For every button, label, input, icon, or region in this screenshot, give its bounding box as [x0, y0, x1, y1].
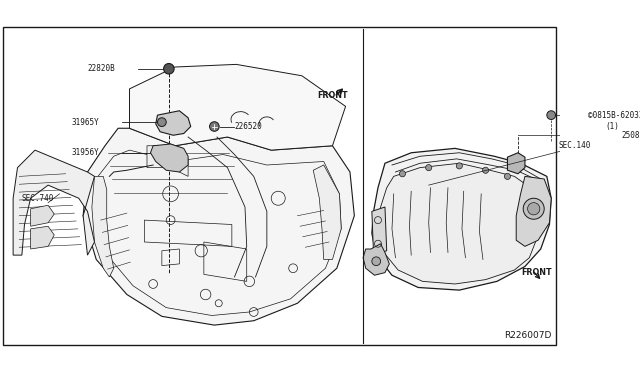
Text: (1): (1) [605, 122, 620, 131]
Circle shape [164, 64, 174, 74]
Circle shape [456, 163, 462, 169]
Polygon shape [363, 244, 389, 275]
Circle shape [547, 111, 556, 119]
Text: 31965Y: 31965Y [72, 118, 99, 126]
Polygon shape [508, 153, 525, 174]
Polygon shape [372, 207, 387, 255]
Circle shape [504, 173, 511, 179]
Polygon shape [31, 226, 54, 249]
Polygon shape [313, 165, 341, 260]
Text: FRONT: FRONT [317, 92, 348, 100]
Circle shape [483, 167, 489, 173]
Text: ©0815B-62033: ©0815B-62033 [588, 110, 640, 120]
Circle shape [399, 171, 406, 177]
Circle shape [426, 164, 432, 171]
Polygon shape [31, 205, 54, 226]
Text: 25085H: 25085H [621, 131, 640, 140]
Text: FRONT: FRONT [522, 268, 552, 277]
Polygon shape [92, 176, 114, 277]
Circle shape [527, 203, 540, 215]
Circle shape [524, 198, 544, 219]
Polygon shape [147, 146, 188, 176]
Text: 22820B: 22820B [88, 64, 115, 73]
Polygon shape [13, 150, 95, 255]
Circle shape [157, 118, 166, 126]
Text: 31956Y: 31956Y [72, 148, 99, 157]
Circle shape [209, 122, 219, 131]
Text: R226007D: R226007D [504, 331, 551, 340]
Text: SEC.740: SEC.740 [22, 194, 54, 203]
Polygon shape [378, 163, 541, 284]
Polygon shape [372, 148, 551, 290]
Polygon shape [150, 144, 188, 172]
Text: SEC.140: SEC.140 [558, 141, 591, 150]
Polygon shape [129, 64, 346, 150]
Polygon shape [516, 176, 551, 246]
Polygon shape [83, 128, 355, 325]
Circle shape [372, 257, 381, 266]
Polygon shape [156, 111, 191, 135]
Text: 226520: 226520 [234, 122, 262, 131]
